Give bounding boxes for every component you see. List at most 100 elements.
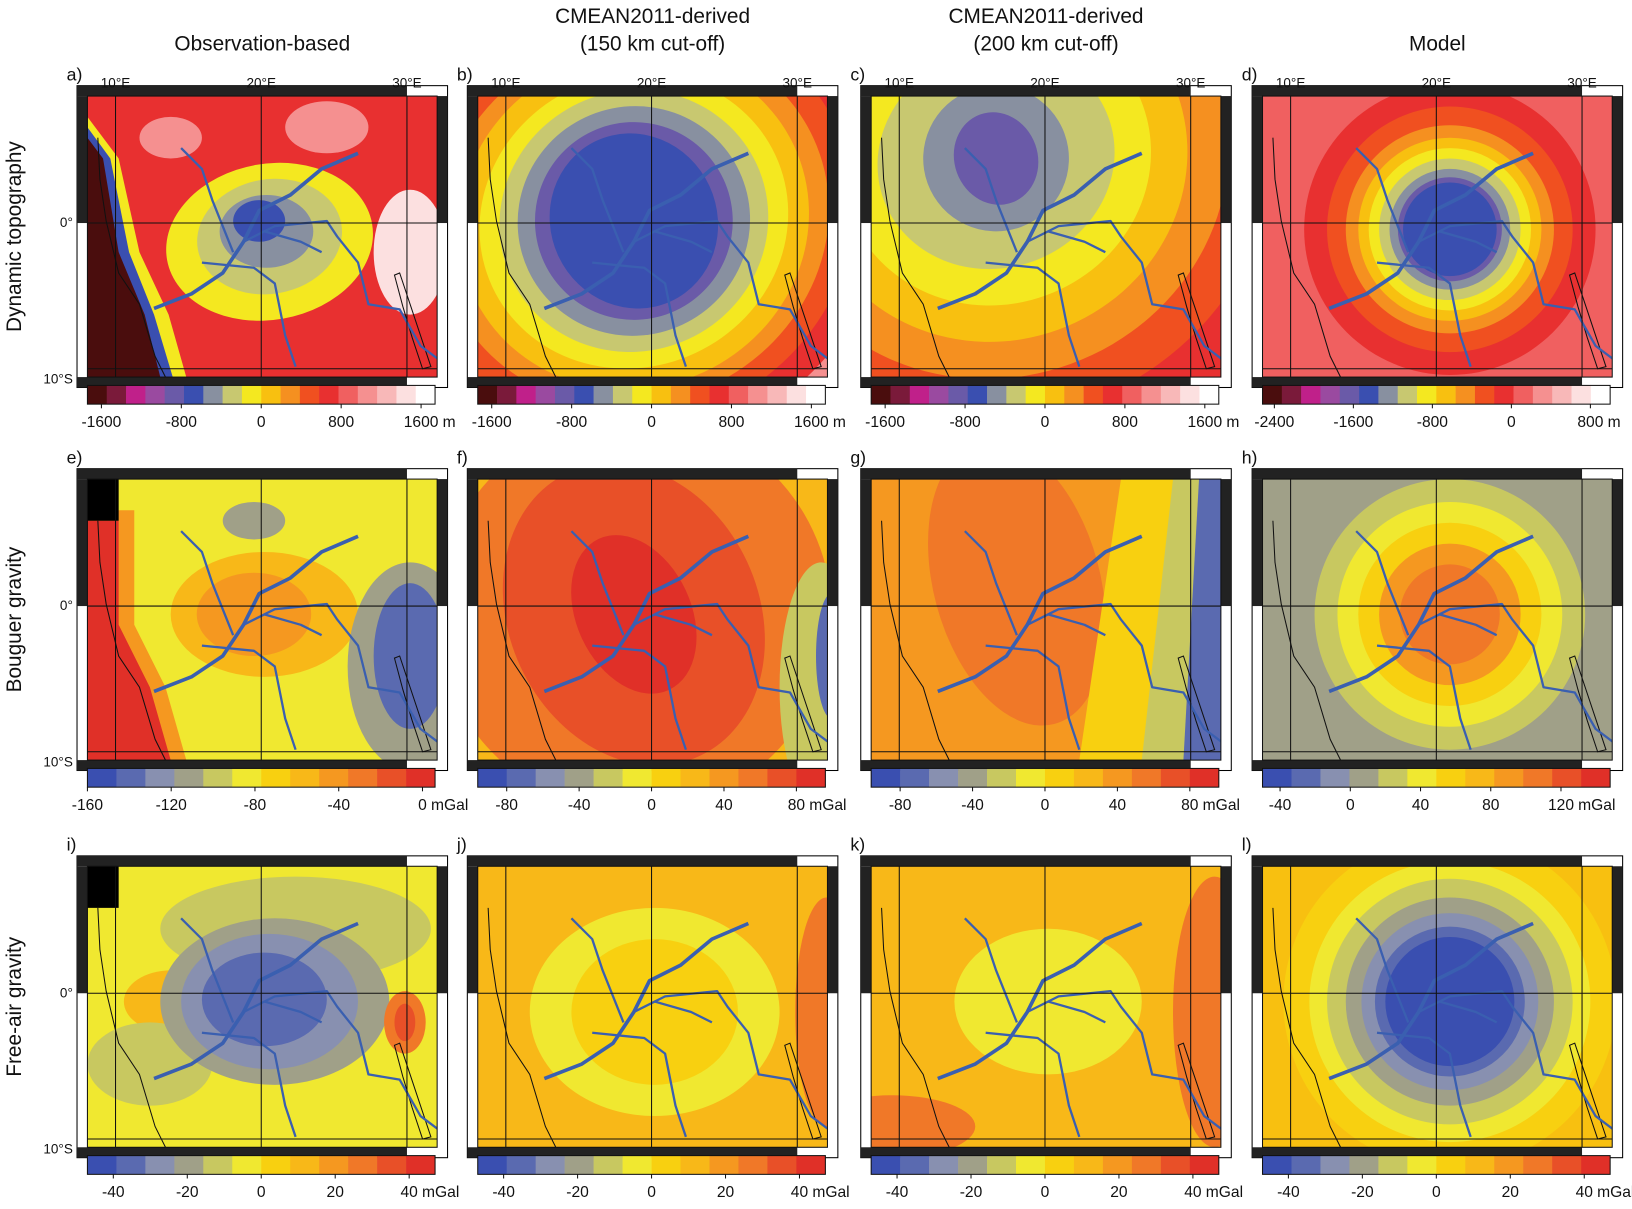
colorbar-swatch: [1103, 1156, 1132, 1175]
colorbar-swatch: [929, 385, 949, 404]
colorbar-swatch: [261, 385, 281, 404]
colorbar-swatch: [709, 768, 738, 787]
colorbar-swatch: [406, 768, 435, 787]
frame-bar: [467, 96, 477, 223]
colorbar-unit: m: [833, 414, 846, 431]
panel-letter: l): [1242, 835, 1252, 855]
map-field: [202, 953, 327, 1047]
map: [1263, 835, 1617, 1168]
longitude-label: 30°E: [783, 76, 812, 91]
colorbar-swatch: [348, 768, 377, 787]
colorbar-swatch: [1494, 385, 1514, 404]
colorbar-swatch: [516, 385, 536, 404]
colorbar-swatch: [107, 385, 127, 404]
colorbar-unit: mGal: [809, 797, 846, 814]
colorbar-swatch: [1026, 385, 1046, 404]
map: [1263, 84, 1617, 378]
longitude-label: 20°E: [1422, 76, 1451, 91]
colorbar-swatch: [632, 385, 652, 404]
colorbar-swatch: [242, 385, 262, 404]
colorbar-swatch: [1523, 768, 1552, 787]
frame-bar: [827, 866, 837, 993]
frame-bar: [827, 479, 837, 606]
colorbar-swatch: [1378, 768, 1407, 787]
column-title: Observation-based: [174, 32, 350, 55]
colorbar-swatch: [1263, 768, 1292, 787]
colorbar-swatch: [767, 1156, 796, 1175]
colorbar-swatch: [671, 385, 691, 404]
frame-bar: [467, 856, 797, 866]
frame-bar: [437, 479, 447, 606]
map-field: [223, 502, 285, 539]
colorbar-swatch: [116, 768, 145, 787]
panel-letter: f): [457, 447, 468, 467]
colorbar-unit: mGal: [1206, 1184, 1243, 1201]
frame-bar: [1612, 96, 1622, 223]
colorbar-swatch: [87, 1156, 116, 1175]
colorbar-tick-label: -40: [327, 797, 350, 814]
colorbar-swatch: [290, 768, 319, 787]
colorbar-swatch: [478, 385, 498, 404]
colorbar-swatch: [929, 1156, 958, 1175]
colorbar-tick-label: 800: [1577, 414, 1603, 431]
colorbar-swatch: [968, 385, 988, 404]
column-title: Model: [1409, 32, 1466, 55]
colorbar-swatch: [203, 1156, 232, 1175]
colorbar-swatch: [594, 1156, 623, 1175]
longitude-label: 10°E: [1276, 76, 1305, 91]
colorbar-swatch: [116, 1156, 145, 1175]
colorbar-swatch: [1436, 385, 1456, 404]
colorbar-tick-label: -1600: [1333, 414, 1373, 431]
colorbar-tick-label: -40: [1269, 797, 1292, 814]
colorbar-swatch: [1436, 768, 1465, 787]
colorbar-unit: m: [1226, 414, 1239, 431]
colorbar-tick-label: -1600: [81, 414, 121, 431]
colorbar-unit: mGal: [1203, 797, 1240, 814]
frame-bar: [77, 479, 87, 606]
colorbar-swatch: [1064, 385, 1084, 404]
colorbar-swatch: [1103, 385, 1123, 404]
colorbar-swatch: [1340, 385, 1360, 404]
colorbar-tick-label: 40: [791, 1184, 809, 1201]
colorbar-tick-label: 0: [257, 414, 266, 431]
colorbar-swatch: [1132, 1156, 1161, 1175]
frame-bar: [77, 866, 87, 993]
map-field: [1403, 182, 1497, 276]
colorbar-swatch: [1263, 1156, 1292, 1175]
colorbar-swatch: [1523, 1156, 1552, 1175]
colorbar-swatch: [1398, 385, 1418, 404]
colorbar-swatch: [319, 1156, 348, 1175]
colorbar-swatch: [900, 768, 929, 787]
frame-bar: [1252, 469, 1582, 479]
colorbar-swatch: [1006, 385, 1026, 404]
colorbar-swatch: [871, 768, 900, 787]
colorbar-unit: mGal: [1597, 1184, 1632, 1201]
colorbar-swatch: [1436, 1156, 1465, 1175]
colorbar-swatch: [396, 385, 416, 404]
map-field: [1385, 937, 1514, 1066]
colorbar-swatch: [565, 1156, 594, 1175]
colorbar-swatch: [594, 385, 614, 404]
colorbar-swatch: [767, 768, 796, 787]
colorbar-swatch: [1282, 385, 1302, 404]
colorbar-swatch: [929, 768, 958, 787]
latitude-label: 10°S: [43, 754, 72, 769]
colorbar-swatch: [1494, 768, 1523, 787]
panel-letter: h): [1242, 447, 1258, 467]
colorbar-swatch: [1161, 385, 1181, 404]
colorbar-swatch: [1456, 385, 1476, 404]
colorbar-swatch: [594, 768, 623, 787]
colorbar-swatch: [690, 385, 710, 404]
panel-letter: i): [67, 835, 77, 855]
latitude-label: 10°S: [43, 371, 72, 386]
colorbar-tick-label: 0: [647, 797, 656, 814]
colorbar-swatch: [910, 385, 930, 404]
map-field: [374, 583, 447, 729]
map-field: [394, 1004, 415, 1041]
colorbar-tick-label: 120: [1548, 797, 1574, 814]
colorbar-swatch: [145, 1156, 174, 1175]
map-field: [374, 190, 447, 315]
colorbar-swatch: [145, 768, 174, 787]
frame-bar: [861, 469, 1191, 479]
colorbar-unit: m: [443, 414, 456, 431]
